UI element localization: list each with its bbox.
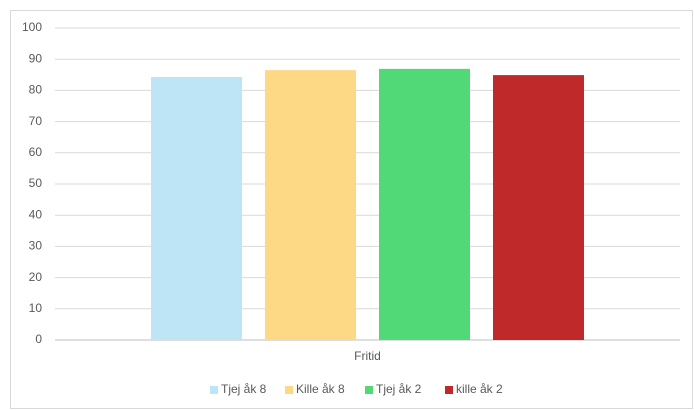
legend-swatch bbox=[210, 386, 218, 394]
legend-label: Tjej åk 2 bbox=[376, 382, 422, 396]
x-tick-label: Fritid bbox=[354, 349, 381, 363]
y-tick-label: 90 bbox=[29, 51, 43, 65]
y-tick-label: 20 bbox=[29, 270, 43, 284]
legend-swatch bbox=[445, 386, 453, 394]
y-tick-label: 0 bbox=[35, 332, 42, 346]
legend-label: kille åk 2 bbox=[456, 382, 503, 396]
y-tick-label: 60 bbox=[29, 145, 43, 159]
y-tick-label: 30 bbox=[29, 239, 43, 253]
legend-swatch bbox=[285, 386, 293, 394]
legend-label: Tjej åk 8 bbox=[221, 382, 267, 396]
y-tick-label: 10 bbox=[29, 301, 43, 315]
y-tick-label: 70 bbox=[29, 114, 43, 128]
legend-label: Kille åk 8 bbox=[296, 382, 345, 396]
y-tick-label: 100 bbox=[22, 20, 42, 34]
bar bbox=[493, 75, 584, 340]
legend-swatch bbox=[365, 386, 373, 394]
bar bbox=[379, 68, 470, 340]
bar bbox=[265, 70, 356, 341]
y-tick-label: 50 bbox=[29, 176, 43, 190]
y-tick-label: 40 bbox=[29, 207, 43, 221]
bar bbox=[151, 76, 242, 340]
y-tick-label: 80 bbox=[29, 83, 43, 97]
